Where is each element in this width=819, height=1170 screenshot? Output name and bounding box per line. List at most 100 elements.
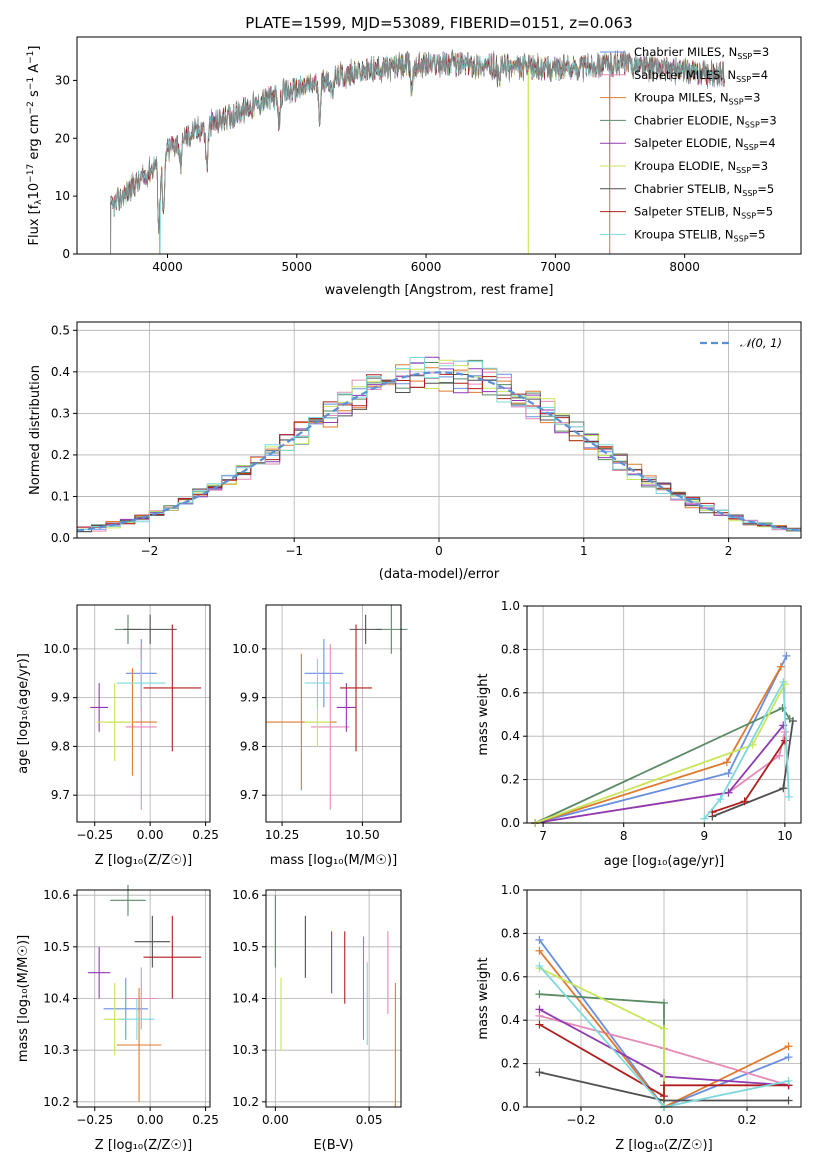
x-tick-label: 0.0 [654, 1113, 673, 1127]
y-tick-label: 10 [55, 189, 70, 203]
x-axis-label: mass [log₁₀(M/M☉)] [270, 853, 397, 868]
age-vs-metallicity-panel: −0.25 0.00 0.25 9.7 9.8 9.9 10.0 Z [log₁₀(Z/Z☉)… [16, 604, 219, 868]
mass-vs-extinction-panel: 0.00 0.05 10.2 10.3 10.4 10.5 10.6 E(B-V) [232, 888, 402, 1153]
y-tick-label: 0.2 [51, 448, 70, 462]
age-vs-mass-axes-frame [265, 604, 402, 823]
y-tick-label: 0.1 [51, 489, 70, 503]
x-tick-label: −0.2 [566, 1113, 595, 1127]
x-tick-label: 5000 [282, 260, 313, 274]
y-tick-label: 0.6 [501, 970, 520, 984]
data-point [660, 998, 668, 1007]
y-tick-label: 9.9 [240, 691, 259, 705]
data-point [779, 784, 788, 793]
y-tick-label: 10.4 [43, 992, 70, 1006]
data-point [779, 677, 788, 686]
data-point [660, 1092, 668, 1101]
x-tick-label: 9 [700, 829, 708, 843]
data-point [784, 1042, 793, 1051]
y-tick-label: 0.0 [501, 816, 520, 830]
y-tick-label: 9.9 [51, 691, 70, 705]
spectrum-legend: Chabrier MILES, NSSP=3 Salpeter MILES, NS… [600, 45, 777, 243]
data-point [724, 769, 733, 778]
data-point [775, 751, 784, 760]
y-tick-label: 10.5 [43, 940, 70, 954]
y-tick-label: 9.7 [51, 788, 70, 802]
data-point [784, 792, 793, 801]
histogram-steps [77, 356, 801, 535]
legend-entry: Salpeter MILES, NSSP=4 [634, 68, 768, 84]
y-tick-label: 0.2 [501, 773, 520, 787]
legend-entry: 𝒩(0, 1) [740, 336, 782, 350]
y-tick-label: 10.6 [232, 888, 259, 902]
data-point [660, 1081, 668, 1090]
legend-entry: Kroupa MILES, NSSP=3 [634, 91, 760, 107]
x-tick-label: 7000 [540, 260, 571, 274]
legend-entry: Chabrier ELODIE, NSSP=3 [634, 113, 777, 129]
x-axis-label: (data-model)/error [379, 567, 500, 582]
y-tick-label: 9.8 [51, 739, 70, 753]
age-vs-mass-panel: 10.25 10.50 9.7 9.8 9.9 10.0 mass [log₁₀(M/M☉)… [232, 604, 408, 868]
data-point [535, 946, 544, 955]
y-tick-label: 10.6 [43, 888, 70, 902]
y-axis-label: mass weight [476, 957, 491, 1039]
data-point [788, 717, 797, 726]
y-tick-label: 9.7 [240, 788, 259, 802]
y-tick-label: 0.0 [51, 531, 70, 545]
y-tick-label: 1.0 [501, 599, 520, 613]
data-point [724, 788, 733, 797]
mass-vs-metallicity-panel: −0.25 0.00 0.25 10.2 10.3 10.4 10.5 10.6 Z [log₁… [16, 884, 219, 1153]
data-point [535, 1005, 544, 1014]
data-point [740, 797, 749, 806]
y-axis-label: Flux [fλ10−17 erg cm−2 s−1 A−1] [26, 46, 44, 246]
y-tick-label: 0.4 [501, 729, 520, 743]
x-tick-label: 0.00 [262, 1113, 289, 1127]
weight-vs-Z-axes-frame [526, 889, 802, 1108]
y-tick-label: 0.8 [501, 642, 520, 656]
y-tick-label: 30 [55, 73, 70, 87]
x-axis-label: age [log₁₀(age/yr)] [604, 854, 725, 869]
data-point [535, 990, 544, 999]
y-tick-label: 10.5 [232, 940, 259, 954]
x-axis-label: wavelength [Angstrom, rest frame] [325, 283, 554, 298]
x-tick-label: 0.00 [137, 1113, 164, 1127]
data-point [660, 1024, 668, 1033]
x-tick-label: 6000 [411, 260, 442, 274]
data-point [782, 651, 791, 660]
spectrum-panel: 4000 5000 6000 7000 8000 0 10 20 30 wavelength [A… [26, 14, 802, 298]
data-point [535, 961, 544, 970]
y-tick-label: 0 [62, 247, 70, 261]
x-tick-label: 0.25 [192, 1113, 219, 1127]
y-tick-label: 0.5 [51, 323, 70, 337]
series-line [539, 1023, 789, 1098]
legend-entry: Kroupa STELIB, NSSP=5 [634, 227, 765, 243]
x-tick-label: 0.2 [737, 1113, 756, 1127]
chart-title: PLATE=1599, MJD=53089, FIBERID=0151, z=0… [245, 14, 632, 32]
y-tick-label: 0.3 [51, 406, 70, 420]
y-axis-label: Normed distribution [28, 365, 43, 495]
y-axis-label: age [log₁₀(age/yr)] [16, 653, 31, 774]
data-point [535, 935, 544, 944]
normal-curve [77, 371, 801, 532]
x-axis-label: Z [log₁₀(Z/Z☉)] [615, 1138, 712, 1153]
y-tick-label: 0.4 [51, 365, 70, 379]
legend-entry: Chabrier MILES, NSSP=3 [634, 45, 769, 61]
x-tick-label: −0.25 [76, 828, 113, 842]
data-point [716, 795, 725, 804]
data-point [722, 758, 731, 767]
observed-spectrum-line [110, 49, 725, 233]
residuals-axes-frame [76, 321, 802, 539]
y-tick-label: 20 [55, 131, 70, 145]
x-tick-label: −2 [141, 544, 159, 558]
x-tick-label: 2 [725, 544, 733, 558]
y-tick-label: 10.0 [232, 642, 259, 656]
mass-vs-EBV-axes-frame [265, 889, 402, 1108]
x-tick-label: 7 [539, 829, 547, 843]
age-vs-Z-axes-frame [76, 604, 211, 823]
y-tick-label: 10.0 [43, 642, 70, 656]
residuals-panel: −2 −1 0 1 2 0.0 0.1 0.2 0.3 0.4 0.5 (data-model)/er… [28, 321, 802, 582]
y-tick-label: 0.4 [501, 1013, 520, 1027]
data-point [784, 1096, 793, 1105]
y-tick-label: 0.8 [501, 926, 520, 940]
y-tick-label: 0.0 [501, 1100, 520, 1114]
